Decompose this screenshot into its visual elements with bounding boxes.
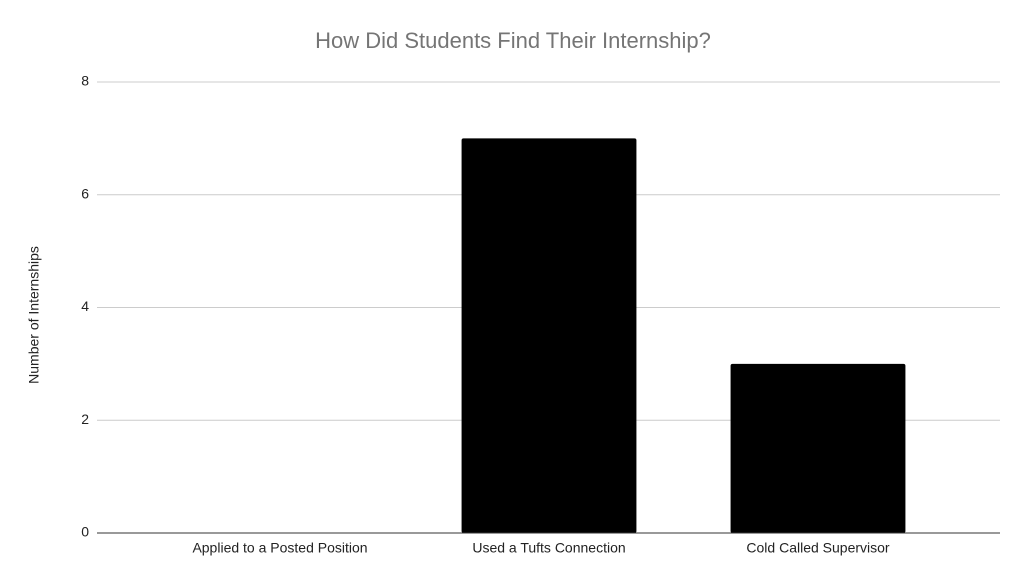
bar — [730, 363, 906, 533]
bar — [461, 138, 637, 533]
y-tick-label: 8 — [81, 73, 89, 89]
y-tick-label: 6 — [81, 185, 89, 201]
y-tick-label: 2 — [81, 411, 89, 427]
y-tick-label: 4 — [81, 298, 89, 314]
x-tick-label: Used a Tufts Connection — [472, 540, 625, 556]
y-tick-label: 0 — [81, 524, 89, 540]
x-tick-label: Applied to a Posted Position — [192, 540, 367, 556]
y-axis-label: Number of Internships — [26, 246, 42, 384]
x-tick-label: Cold Called Supervisor — [746, 540, 890, 556]
chart-title: How Did Students Find Their Internship? — [315, 28, 711, 53]
